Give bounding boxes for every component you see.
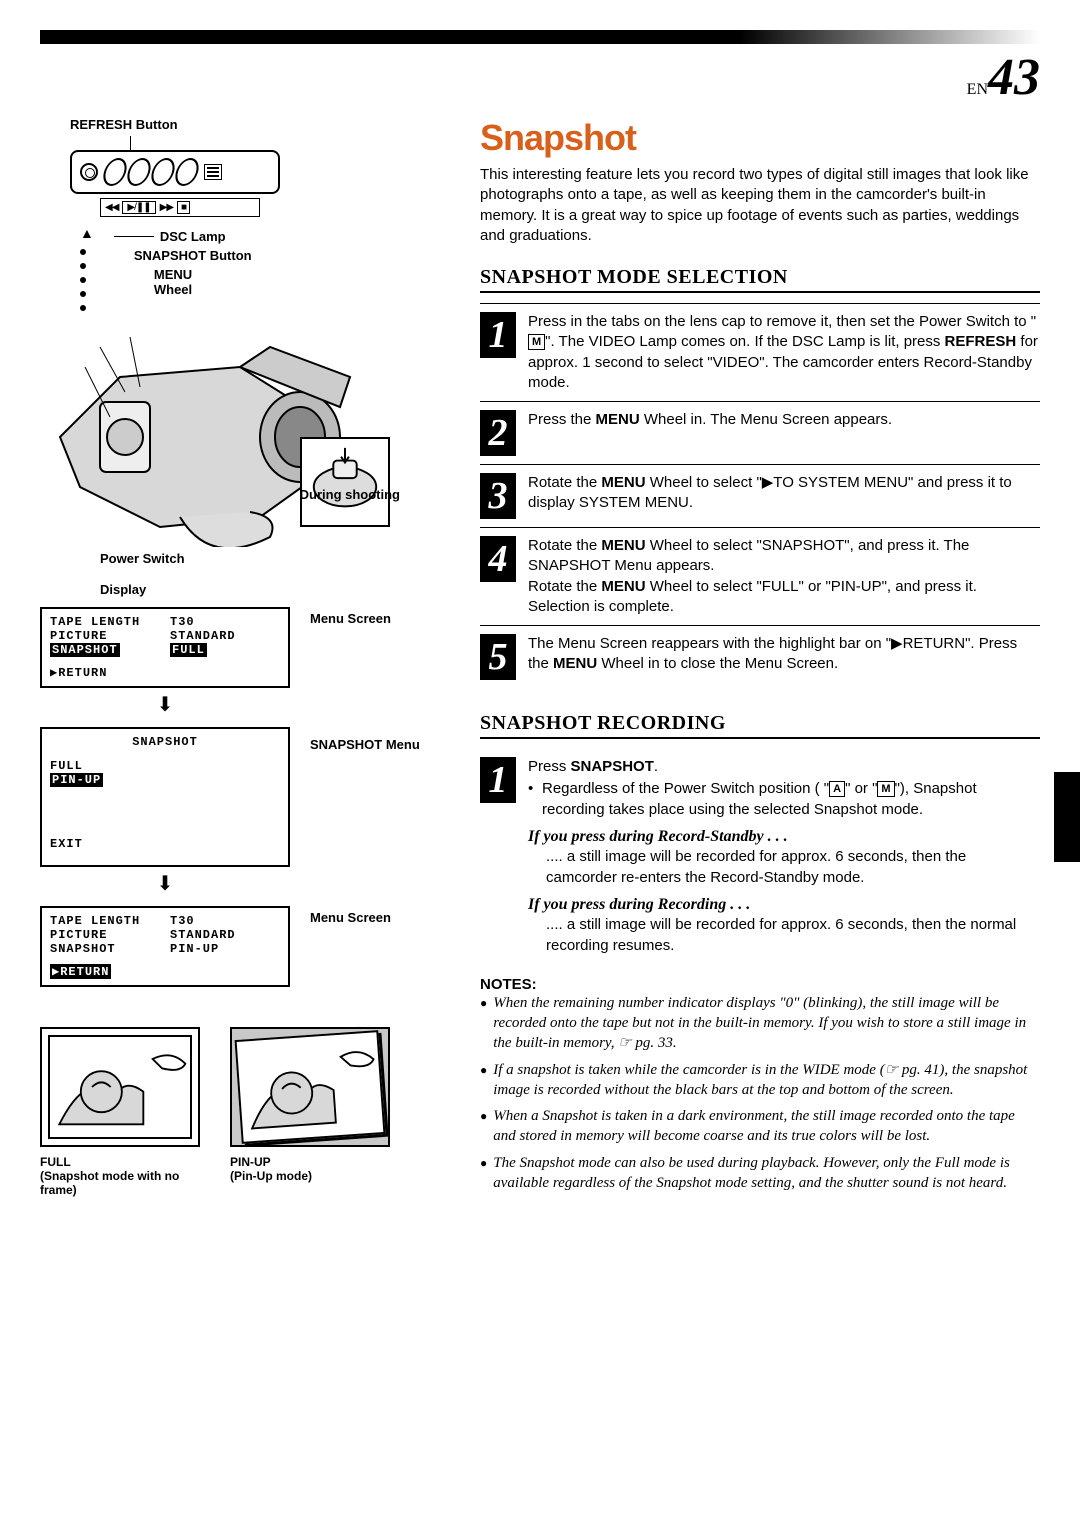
note-item: When a Snapshot is taken in a dark envir… [480, 1106, 1040, 1147]
display-label: Display [100, 582, 450, 597]
thumb-subtitle: (Snapshot mode with no frame) [40, 1169, 200, 1197]
step-number: 4 [480, 536, 516, 582]
down-arrow-icon: ⬇ [40, 692, 290, 717]
section-rule [480, 291, 1040, 293]
tally-icon [80, 163, 98, 181]
step-number: 2 [480, 410, 516, 456]
menu-return: ▶RETURN [50, 665, 280, 680]
power-switch-label: Power Switch [100, 551, 450, 566]
note-item: When the remaining number indicator disp… [480, 993, 1040, 1054]
menu-screen-2: TAPE LENGTHT30 PICTURESTANDARD SNAPSHOTP… [40, 906, 290, 987]
page-number: EN43 [40, 48, 1040, 107]
thumb-title: PIN-UP [230, 1155, 390, 1169]
a-mode-icon: A [829, 781, 845, 797]
substep-standby: If you press during Record-Standby . . . [528, 826, 1040, 848]
play-pause-icon: ▶/❚❚ [122, 201, 155, 214]
section-heading-recording: SNAPSHOT RECORDING [480, 712, 1040, 735]
camcorder-diagram: During shooting [40, 317, 400, 547]
step-number: 1 [480, 312, 516, 358]
button-oval-icon [148, 158, 178, 186]
step-3: 3 Rotate the MENU Wheel to select "▶TO S… [480, 464, 1040, 527]
step-1: 1 Press in the tabs on the lens cap to r… [480, 303, 1040, 401]
bars-icon [204, 164, 222, 180]
recording-step-1: 1 Press SNAPSHOT. •Regardless of the Pow… [480, 749, 1040, 964]
step-2: 2 Press the MENU Wheel in. The Menu Scre… [480, 401, 1040, 464]
dsc-lamp-label: DSC Lamp [160, 229, 226, 244]
dot-icon [80, 305, 86, 311]
step-number: 5 [480, 634, 516, 680]
note-item: If a snapshot is taken while the camcord… [480, 1060, 1040, 1101]
section-heading-mode: SNAPSHOT MODE SELECTION [480, 266, 1040, 289]
rew-icon: ◀◀ [105, 202, 118, 213]
section-rule [480, 737, 1040, 739]
snapshot-menu-label: SNAPSHOT Menu [310, 737, 420, 752]
thumb-subtitle: (Pin-Up mode) [230, 1169, 390, 1183]
dot-icon [80, 249, 86, 255]
during-shooting-label: During shooting [300, 487, 400, 502]
menu-wheel-label: MENU Wheel [154, 267, 252, 297]
dot-icon [80, 263, 86, 269]
menu-option-full: FULL [50, 759, 280, 773]
header-gradient-bar [40, 30, 1040, 44]
stop-icon: ■ [177, 201, 190, 214]
step-number: 1 [480, 757, 516, 803]
pinup-mode-thumbnail: PIN-UP (Pin-Up mode) [230, 1027, 390, 1197]
menu-screen-label: Menu Screen [310, 611, 391, 626]
menu-title: SNAPSHOT [50, 735, 280, 749]
section-tab [1054, 772, 1080, 862]
step-5: 5 The Menu Screen reappears with the hig… [480, 625, 1040, 688]
down-arrow-icon: ⬇ [40, 871, 290, 896]
thumb-title: FULL [40, 1155, 200, 1169]
menu-screen-1: TAPE LENGTHT30 PICTURESTANDARD SNAPSHOTF… [40, 607, 290, 688]
m-mode-icon: M [528, 334, 545, 350]
camera-top-panel-diagram [70, 150, 280, 194]
menu-exit: EXIT [50, 837, 280, 851]
full-mode-thumbnail: FULL (Snapshot mode with no frame) [40, 1027, 200, 1197]
menu-option-pinup: PIN-UP [50, 773, 103, 787]
dot-icon [80, 291, 86, 297]
step-number: 3 [480, 473, 516, 519]
snapshot-button-inset-diagram [300, 437, 390, 527]
ff-icon: ▶▶ [160, 202, 173, 213]
menu-screen-label: Menu Screen [310, 910, 391, 925]
button-oval-icon [100, 158, 130, 186]
left-column: REFRESH Button ◀◀ ▶/❚❚ ▶▶ ■ ▲ [40, 117, 450, 1199]
snapshot-button-label: SNAPSHOT Button [134, 248, 252, 263]
callout-line [130, 136, 131, 150]
button-oval-icon [172, 158, 202, 186]
substep-recording: If you press during Recording . . . [528, 894, 1040, 916]
button-oval-icon [124, 158, 154, 186]
right-column: Snapshot This interesting feature lets y… [480, 117, 1040, 1199]
arrow-up-icon: ▲ [80, 225, 94, 241]
step-4: 4 Rotate the MENU Wheel to select "SNAPS… [480, 527, 1040, 625]
refresh-button-label: REFRESH Button [70, 117, 450, 132]
dot-icon [80, 277, 86, 283]
intro-paragraph: This interesting feature lets you record… [480, 165, 1040, 246]
m-mode-icon: M [877, 781, 894, 797]
page-num: 43 [988, 49, 1040, 106]
transport-controls-diagram: ◀◀ ▶/❚❚ ▶▶ ■ [100, 198, 260, 217]
snapshot-menu: SNAPSHOT FULL PIN-UP EXIT [40, 727, 290, 867]
page-title: Snapshot [480, 117, 1040, 159]
menu-return: ▶RETURN [50, 964, 111, 979]
notes-heading: NOTES: [480, 976, 1040, 993]
notes-list: When the remaining number indicator disp… [480, 993, 1040, 1193]
page-lang: EN [967, 81, 988, 98]
substep-standby-body: .... a still image will be recorded for … [546, 847, 1040, 888]
note-item: The Snapshot mode can also be used durin… [480, 1153, 1040, 1194]
substep-recording-body: .... a still image will be recorded for … [546, 915, 1040, 956]
